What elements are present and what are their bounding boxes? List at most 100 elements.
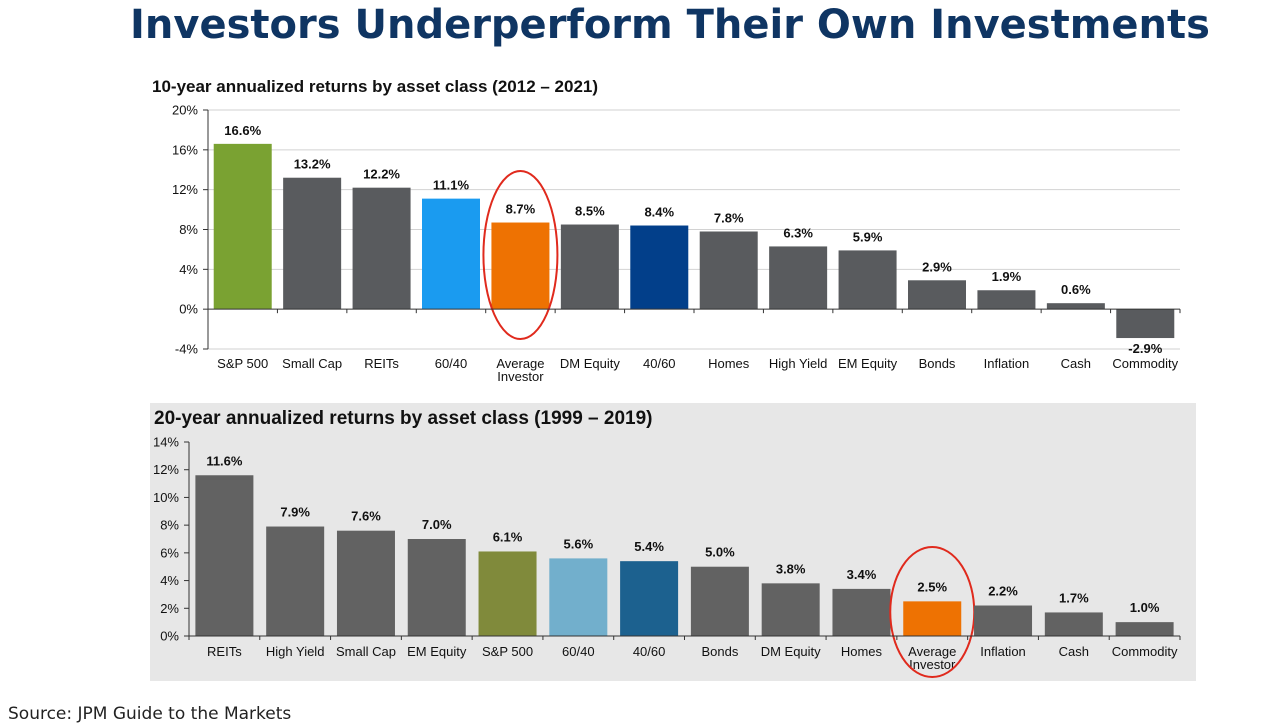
- c20-bar: [903, 601, 962, 636]
- c20-data-label: 2.5%: [917, 579, 947, 594]
- c20-data-label: 6.1%: [493, 529, 523, 544]
- c10-category-label: REITs: [364, 356, 399, 371]
- c20-category-label: 40/60: [633, 644, 666, 659]
- c10-data-label: 13.2%: [294, 157, 331, 172]
- c20-category-label: Commodity: [1112, 644, 1178, 659]
- c20-category-label: S&P 500: [482, 644, 533, 659]
- c20-bar: [1044, 612, 1103, 636]
- c10-data-label: 0.6%: [1061, 282, 1091, 297]
- c10-category-label: Average: [496, 356, 544, 371]
- c10-bar: [630, 225, 689, 310]
- c10-data-label: 2.9%: [922, 259, 952, 274]
- c10-highlight-circle: [482, 170, 559, 340]
- c10-bar: [908, 280, 966, 310]
- c10-data-label: 7.8%: [714, 210, 744, 225]
- c10-data-label: 1.9%: [992, 269, 1022, 284]
- c10-category-label: S&P 500: [217, 356, 268, 371]
- c10-category-label: Commodity: [1112, 356, 1178, 371]
- c20-category-label: High Yield: [266, 644, 325, 659]
- c20-y-tick-label: 0%: [160, 629, 179, 644]
- c10-bar: [838, 250, 897, 310]
- c10-y-tick-label: 4%: [179, 262, 198, 277]
- c10-bar: [977, 290, 1036, 310]
- c20-bar: [1115, 622, 1174, 636]
- page-title: Investors Underperform Their Own Investm…: [130, 2, 1210, 48]
- c20-y-tick-label: 14%: [153, 435, 179, 450]
- c20-data-label: 7.0%: [422, 517, 452, 532]
- c20-y-tick-label: 12%: [153, 462, 179, 477]
- c10-y-tick-label: 20%: [172, 103, 198, 118]
- c20-y-tick-label: 8%: [160, 518, 179, 533]
- c10-category-label: High Yield: [769, 356, 828, 371]
- c10-y-tick-label: 12%: [172, 182, 198, 197]
- c20-bar: [195, 475, 254, 636]
- c20-y-tick-label: 2%: [160, 601, 179, 616]
- c10-data-label: 12.2%: [363, 167, 400, 182]
- c20-data-label: 1.0%: [1130, 600, 1160, 615]
- c10-bar: [213, 143, 272, 310]
- c20-category-label: Inflation: [980, 644, 1026, 659]
- c10-data-label: 6.3%: [783, 225, 813, 240]
- c20-category-label: Cash: [1059, 644, 1089, 659]
- c20-category-label: Average: [908, 644, 956, 659]
- c20-y-tick-label: 6%: [160, 545, 179, 560]
- c10-category-label: Small Cap: [282, 356, 342, 371]
- c20-data-label: 1.7%: [1059, 590, 1089, 605]
- c10-category-label: Cash: [1061, 356, 1091, 371]
- c10-category-label: Bonds: [919, 356, 956, 371]
- c20-category-label: EM Equity: [407, 644, 467, 659]
- c20-data-label: 5.0%: [705, 545, 735, 560]
- c20-y-tick-label: 4%: [160, 573, 179, 588]
- c10-y-tick-label: -4%: [175, 342, 199, 357]
- c10-bar: [283, 177, 342, 310]
- c10-category-label: Inflation: [984, 356, 1030, 371]
- c10-data-label: 5.9%: [853, 229, 883, 244]
- c10-category-label: DM Equity: [560, 356, 620, 371]
- c10-category-label: EM Equity: [838, 356, 898, 371]
- c20-data-label: 3.4%: [847, 567, 877, 582]
- bar-chart-10yr: -4% 0% 4% 8% 12% 16% 20% 16.6% S&P 500 13.2% Small…: [172, 103, 1181, 384]
- c20-bar: [336, 530, 395, 636]
- c10-bar: [352, 187, 411, 310]
- c20-bar: [407, 539, 466, 636]
- c20-data-label: 7.6%: [351, 509, 381, 524]
- c20-category-label: Bonds: [701, 644, 738, 659]
- c20-bar: [690, 566, 749, 636]
- c20-category-label: 60/40: [562, 644, 595, 659]
- chart-title-20yr: 20-year annualized returns by asset clas…: [154, 408, 653, 429]
- c10-data-label: 8.7%: [506, 202, 536, 217]
- c10-bar: [699, 231, 758, 310]
- c20-category-label: Investor: [909, 657, 956, 672]
- c20-bar: [761, 583, 820, 636]
- c10-bar: [1046, 303, 1105, 310]
- c20-category-label: Small Cap: [336, 644, 396, 659]
- c20-bar: [974, 605, 1033, 636]
- source-note: Source: JPM Guide to the Markets: [8, 704, 292, 724]
- c20-data-label: 11.6%: [206, 453, 243, 468]
- c10-y-tick-label: 0%: [179, 302, 198, 317]
- c10-bar: [422, 198, 480, 310]
- c20-category-label: DM Equity: [761, 644, 821, 659]
- c20-data-label: 7.9%: [280, 505, 310, 520]
- c20-y-tick-label: 10%: [153, 490, 179, 505]
- c20-bar: [266, 526, 325, 636]
- c10-bar: [491, 222, 550, 310]
- c10-data-label: 8.4%: [644, 205, 674, 220]
- chart-title-10yr: 10-year annualized returns by asset clas…: [152, 77, 599, 96]
- c10-category-label: Homes: [708, 356, 750, 371]
- c20-bar: [478, 551, 537, 636]
- c10-data-label: -2.9%: [1128, 341, 1162, 356]
- c10-bar: [560, 224, 619, 310]
- c10-bar: [1116, 309, 1175, 339]
- c20-data-label: 2.2%: [988, 584, 1018, 599]
- c10-data-label: 16.6%: [224, 123, 261, 138]
- c20-category-label: Homes: [841, 644, 883, 659]
- c10-y-tick-label: 16%: [172, 142, 198, 157]
- c10-bar: [769, 246, 828, 310]
- c20-category-label: REITs: [207, 644, 242, 659]
- c20-data-label: 5.4%: [634, 539, 664, 554]
- c20-data-label: 5.6%: [564, 536, 594, 551]
- c10-category-label: 40/60: [643, 356, 676, 371]
- c20-bar: [549, 558, 608, 636]
